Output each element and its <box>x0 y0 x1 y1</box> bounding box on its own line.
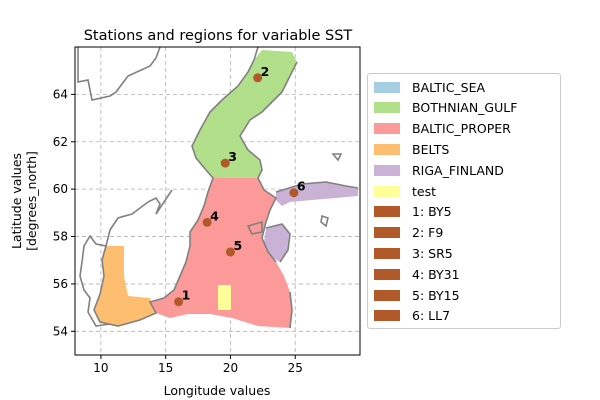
station-marker <box>253 73 263 83</box>
legend-entry: RIGA_FINLAND <box>374 161 504 179</box>
legend: BALTIC_SEA BOTHNIAN_GULF BALTIC_PROPER BELT… <box>367 73 561 329</box>
x-tick-label: 20 <box>223 361 238 375</box>
y-tick-label: 64 <box>53 87 68 101</box>
coastline <box>77 47 359 329</box>
legend-swatch <box>374 289 400 301</box>
station-label: 6 <box>297 179 306 194</box>
legend-label: 3: SR5 <box>412 245 453 261</box>
legend-swatch <box>374 185 400 197</box>
island-saaremaa <box>246 220 263 235</box>
legend-label: RIGA_FINLAND <box>412 162 504 178</box>
station-marker <box>289 188 299 198</box>
legend-label: 2: F9 <box>412 225 444 241</box>
legend-entry: BALTIC_PROPER <box>374 120 511 138</box>
region-baltic-proper <box>150 178 292 328</box>
legend-swatch <box>374 268 400 280</box>
station-label: 4 <box>210 208 219 223</box>
island-small-1 <box>320 214 329 228</box>
y-axis-label: Latitude values [degrees_north] <box>9 151 39 251</box>
legend-entry: 1: BY5 <box>374 203 452 221</box>
legend-label: 4: BY31 <box>412 266 460 282</box>
legend-entry: BOTHNIAN_GULF <box>374 99 517 117</box>
plot-frame <box>74 46 361 356</box>
legend-entry: 5: BY15 <box>374 286 460 304</box>
legend-label: BALTIC_SEA <box>412 79 486 95</box>
station-label: 2 <box>261 64 270 79</box>
y-tick-label: 58 <box>53 230 68 244</box>
legend-entry: 3: SR5 <box>374 244 453 262</box>
stations-layer: 1 2 3 45 6 <box>174 64 306 307</box>
y-axis-label-line-2: [degrees_north] <box>24 151 39 251</box>
legend-entry: 6: LL7 <box>374 307 450 325</box>
legend-label: test <box>412 183 437 199</box>
chart-title: Stations and regions for variable SST <box>84 28 353 44</box>
legend-label: BOTHNIAN_GULF <box>412 100 518 116</box>
legend-swatch <box>374 102 400 114</box>
station-label: 3 <box>228 149 237 164</box>
legend-swatch <box>374 164 400 176</box>
legend-entry: 2: F9 <box>374 224 443 242</box>
legend-swatch <box>374 227 400 239</box>
legend-label: 6: LL7 <box>412 308 451 324</box>
x-tick-label: 10 <box>93 361 108 375</box>
legend-swatch <box>374 123 400 135</box>
station-marker <box>225 247 235 257</box>
legend-swatch <box>374 81 400 93</box>
x-tick-label: 25 <box>288 361 303 375</box>
y-tick-label: 56 <box>53 277 68 291</box>
y-tick-label: 60 <box>53 182 68 196</box>
legend-swatch <box>374 247 400 259</box>
legend-label: 1: BY5 <box>412 204 452 220</box>
plot-area: 1 2 3 45 6 <box>75 47 360 355</box>
region-belts <box>94 246 156 326</box>
station-label: 1 <box>182 288 191 303</box>
y-axis-label-line-1: Latitude values <box>9 153 24 249</box>
station-marker <box>174 297 184 307</box>
x-tick-label: 15 <box>158 361 173 375</box>
region-riga-finland <box>276 182 358 206</box>
legend-swatch <box>374 310 400 322</box>
legend-swatch <box>374 206 400 218</box>
island-lake <box>331 153 343 162</box>
station-marker <box>202 217 212 227</box>
y-tick-label: 54 <box>53 324 68 338</box>
legend-entry: BELTS <box>374 140 449 158</box>
legend-swatch <box>374 143 400 155</box>
region-riga-finland-gulf <box>264 224 290 262</box>
legend-label: BALTIC_PROPER <box>412 121 511 137</box>
region-test <box>218 285 231 310</box>
region-bothnian-gulf <box>192 50 297 178</box>
legend-entry: BALTIC_SEA <box>374 78 485 96</box>
legend-entry: test <box>374 182 436 200</box>
legend-label: BELTS <box>412 141 450 157</box>
station-marker <box>220 158 230 168</box>
station-label: 5 <box>233 238 242 253</box>
legend-label: 5: BY15 <box>412 287 460 303</box>
x-axis-label: Longitude values <box>164 383 271 398</box>
legend-entry: 4: BY31 <box>374 265 460 283</box>
y-tick-label: 62 <box>53 135 68 149</box>
